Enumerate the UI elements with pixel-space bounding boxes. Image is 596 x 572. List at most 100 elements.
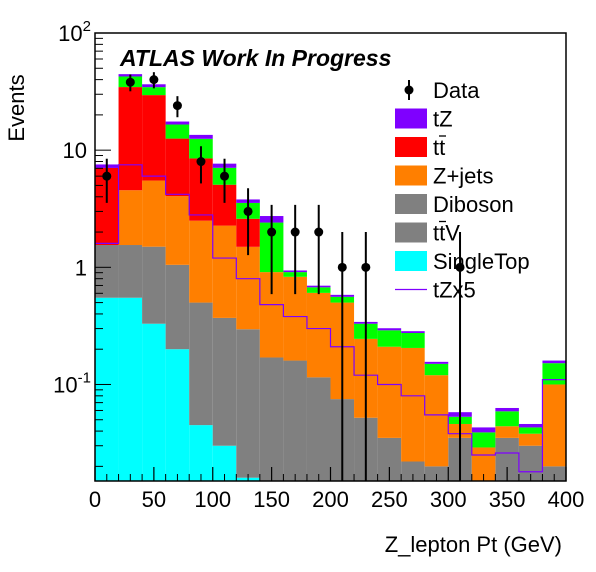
data-point-0 — [102, 171, 112, 181]
legend-label: Diboson — [433, 192, 514, 217]
legend-swatch — [395, 108, 427, 129]
legend-label: SingleTop — [433, 249, 530, 274]
legend-label: ttV — [433, 221, 460, 246]
atlas-label: ATLAS Work In Progress — [119, 45, 391, 71]
bar-ttv-14 — [424, 466, 449, 481]
bar-z-jets-2 — [142, 180, 166, 247]
bar-tz-16 — [471, 427, 496, 433]
bar-ttv-5 — [212, 317, 237, 446]
bar-tz-18 — [518, 423, 543, 428]
bar-tt-3 — [165, 138, 190, 197]
legend-data-marker — [404, 85, 414, 95]
y-tick-label: 10 — [63, 138, 87, 163]
bar-z-jets-17 — [495, 426, 519, 438]
bar-tz-14 — [424, 361, 449, 364]
y-tick-label: 10-1 — [53, 369, 91, 397]
bar-tz-3 — [165, 121, 190, 125]
bar-tt-2 — [142, 95, 166, 181]
bar-z-jets-13 — [401, 347, 425, 462]
bar-tz-13 — [401, 331, 425, 334]
bar-tz-green-19 — [542, 363, 566, 385]
bar-tz-17 — [495, 407, 519, 412]
data-points — [102, 72, 465, 481]
legend-swatch — [395, 194, 427, 214]
bar-tz-green-3 — [165, 124, 190, 139]
bar-tz-12 — [377, 328, 402, 331]
bar-tz-19 — [542, 360, 566, 364]
bar-singletop-0 — [95, 297, 119, 481]
bar-tt-4 — [189, 158, 213, 221]
bar-z-jets-6 — [236, 246, 260, 330]
data-point-6 — [243, 206, 253, 216]
bar-tt-5 — [212, 184, 237, 226]
data-point-5 — [220, 171, 230, 181]
data-point-3 — [172, 101, 182, 111]
bar-z-jets-16 — [471, 447, 496, 481]
bar-tz-4 — [189, 134, 213, 139]
y-axis-label: Events — [4, 74, 29, 141]
bar-diboson-19 — [542, 466, 566, 481]
bar-z-jets-5 — [212, 225, 237, 318]
bar-tz-green-14 — [424, 363, 449, 376]
bar-tz-green-18 — [518, 427, 543, 434]
data-point-7 — [267, 227, 277, 237]
bar-diboson-17 — [495, 437, 519, 481]
bar-ttv-9 — [306, 377, 331, 481]
data-point-1 — [125, 77, 135, 87]
bar-tz-green-2 — [142, 87, 166, 96]
data-point-8 — [290, 227, 300, 237]
x-tick-label: 250 — [371, 487, 408, 512]
x-tick-label: 350 — [489, 487, 526, 512]
bar-tz-green-13 — [401, 333, 425, 348]
bar-diboson-12 — [377, 437, 402, 481]
x-tick-label: 50 — [142, 487, 166, 512]
bar-singletop-1 — [118, 297, 143, 481]
bar-ttv-13 — [401, 461, 425, 481]
data-point-10 — [337, 262, 347, 272]
bar-tt-0 — [95, 167, 119, 246]
data-point-15 — [455, 262, 465, 272]
bar-z-jets-4 — [189, 220, 213, 303]
legend-label: Data — [433, 78, 480, 103]
bar-ttv-0 — [95, 245, 119, 298]
legend-label: tZ — [433, 107, 453, 132]
bar-ttv-1 — [118, 245, 143, 298]
tzx5-overlay — [95, 164, 566, 473]
bar-z-jets-14 — [424, 375, 449, 467]
bar-z-jets-12 — [377, 346, 402, 438]
legend-label: tt — [433, 135, 445, 160]
x-tick-label: 150 — [253, 487, 290, 512]
x-tick-label: 100 — [194, 487, 231, 512]
bar-ttv-7 — [259, 357, 284, 481]
y-tick-label: 102 — [58, 18, 91, 46]
x-tick-label: 0 — [89, 487, 101, 512]
bar-z-jets-3 — [165, 196, 190, 265]
stack-bars — [95, 74, 566, 481]
x-tick-label: 200 — [312, 487, 349, 512]
legend-label: tZx5 — [433, 278, 476, 303]
legend-swatch — [395, 137, 427, 157]
bar-ttv-3 — [165, 264, 190, 350]
legend-swatch — [395, 222, 427, 243]
bar-z-jets-1 — [118, 190, 143, 246]
data-point-4 — [196, 157, 206, 167]
bar-z-jets-8 — [283, 276, 307, 361]
legend-label: Z+jets — [433, 164, 494, 189]
legend: Data tZ tt Z+jets Diboson ttV SingleTop tZx5 — [395, 78, 530, 303]
bar-ttv-6 — [236, 329, 260, 478]
data-point-11 — [361, 262, 371, 272]
legend-swatch — [395, 165, 427, 186]
bar-z-jets-9 — [306, 292, 331, 378]
bar-ttv-8 — [283, 360, 307, 481]
bar-tz-green-12 — [377, 330, 402, 347]
bar-z-jets-7 — [259, 272, 284, 358]
legend-swatch — [395, 251, 427, 271]
x-axis-label: Z_lepton Pt (GeV) — [385, 532, 562, 557]
data-point-2 — [149, 75, 159, 85]
axis-ticks: 0 50 100 150 200 250 300 350 400 10-1 1 10 102 — [53, 18, 584, 512]
x-tick-label: 400 — [548, 487, 585, 512]
data-point-9 — [314, 227, 324, 237]
bar-z-jets-18 — [518, 433, 543, 446]
bar-singletop-4 — [189, 425, 213, 481]
